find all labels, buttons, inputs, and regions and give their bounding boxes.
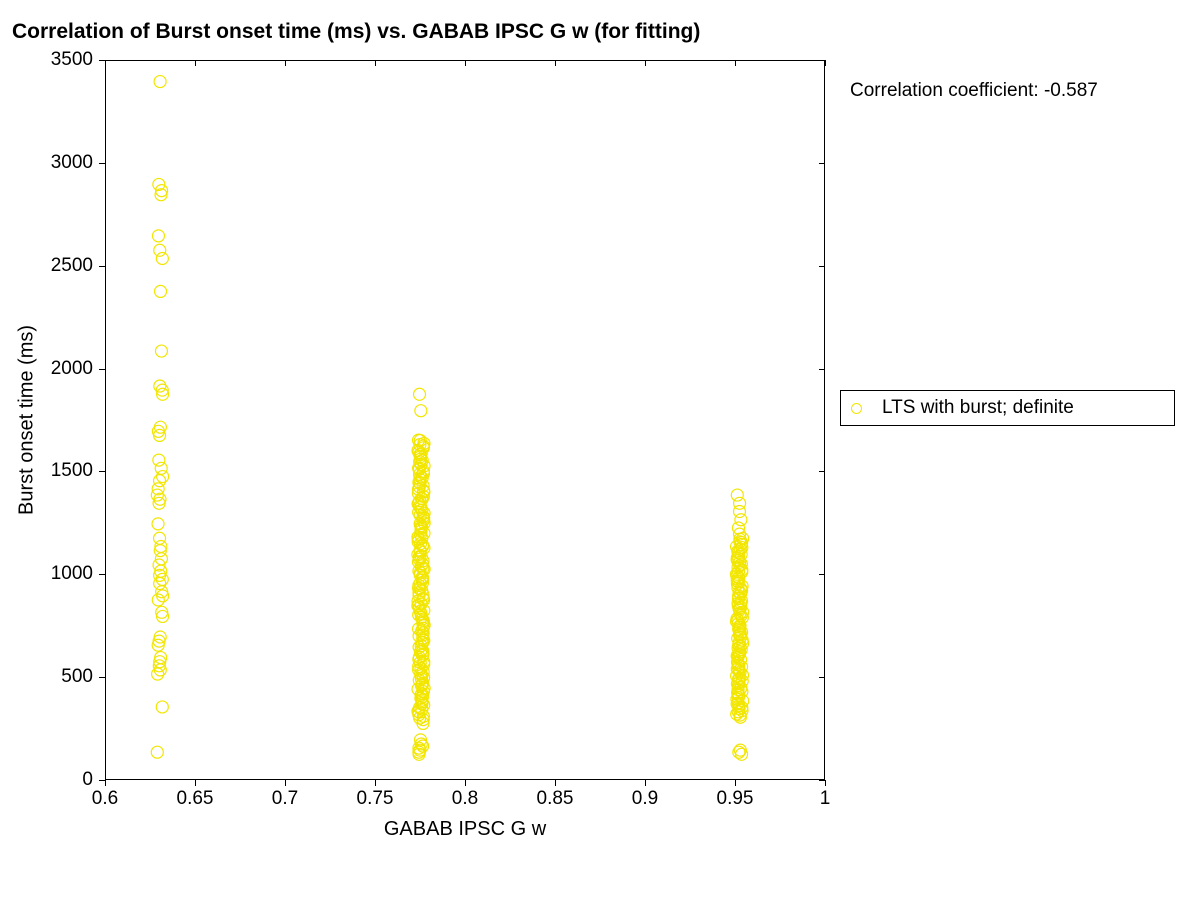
x-tick-mark [645, 60, 646, 66]
y-tick-mark [819, 471, 825, 472]
y-tick-mark [819, 677, 825, 678]
y-tick-mark [99, 369, 105, 370]
y-tick-label: 1500 [51, 460, 93, 482]
x-tick-label: 0.9 [632, 788, 658, 810]
x-tick-label: 0.95 [717, 788, 754, 810]
y-tick-mark [819, 369, 825, 370]
y-tick-mark [819, 266, 825, 267]
x-tick-label: 0.85 [537, 788, 574, 810]
y-tick-label: 3000 [51, 152, 93, 174]
y-tick-mark [99, 471, 105, 472]
y-tick-label: 2000 [51, 358, 93, 380]
x-tick-mark [285, 780, 286, 786]
x-tick-mark [735, 60, 736, 66]
y-tick-mark [99, 780, 105, 781]
y-tick-mark [99, 266, 105, 267]
y-tick-label: 1000 [51, 563, 93, 585]
scatter-points [106, 61, 826, 781]
chart-title: Correlation of Burst onset time (ms) vs.… [12, 20, 700, 44]
x-tick-mark [105, 780, 106, 786]
x-tick-mark [375, 780, 376, 786]
y-tick-label: 3500 [51, 49, 93, 71]
legend-label: LTS with burst; definite [882, 397, 1074, 419]
x-tick-mark [465, 780, 466, 786]
x-tick-mark [195, 60, 196, 66]
chart-container: Correlation of Burst onset time (ms) vs.… [0, 0, 1200, 900]
x-tick-label: 1 [820, 788, 831, 810]
plot-area [105, 60, 825, 780]
y-tick-mark [99, 60, 105, 61]
x-tick-label: 0.8 [452, 788, 478, 810]
y-tick-label: 0 [82, 769, 93, 791]
x-tick-label: 0.75 [357, 788, 394, 810]
y-tick-label: 500 [61, 666, 93, 688]
y-tick-mark [99, 677, 105, 678]
legend-marker-icon [851, 403, 862, 414]
x-tick-mark [555, 60, 556, 66]
legend: LTS with burst; definite [840, 390, 1175, 426]
y-tick-label: 2500 [51, 255, 93, 277]
y-tick-mark [819, 780, 825, 781]
x-tick-label: 0.7 [272, 788, 298, 810]
y-axis-label: Burst onset time (ms) [16, 325, 39, 515]
x-tick-mark [285, 60, 286, 66]
y-tick-mark [99, 163, 105, 164]
x-tick-mark [825, 60, 826, 66]
x-tick-mark [375, 60, 376, 66]
x-tick-mark [555, 780, 556, 786]
x-tick-mark [195, 780, 196, 786]
y-tick-mark [819, 163, 825, 164]
y-tick-mark [819, 574, 825, 575]
x-tick-label: 0.6 [92, 788, 118, 810]
y-tick-mark [99, 574, 105, 575]
y-tick-mark [819, 60, 825, 61]
x-tick-mark [645, 780, 646, 786]
correlation-annotation: Correlation coefficient: -0.587 [850, 80, 1098, 102]
x-axis-label: GABAB IPSC G w [384, 818, 546, 841]
x-tick-mark [825, 780, 826, 786]
x-tick-mark [105, 60, 106, 66]
x-tick-label: 0.65 [177, 788, 214, 810]
x-tick-mark [735, 780, 736, 786]
x-tick-mark [465, 60, 466, 66]
